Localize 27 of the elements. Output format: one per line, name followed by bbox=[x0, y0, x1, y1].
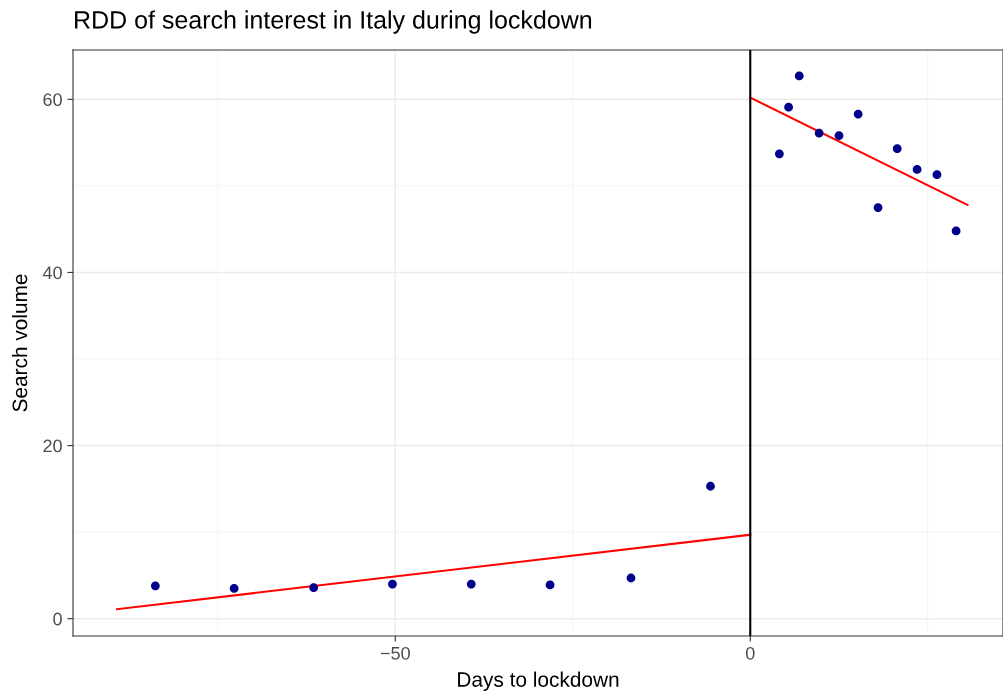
point bbox=[466, 579, 476, 589]
point bbox=[150, 581, 160, 591]
point bbox=[873, 203, 883, 212]
point bbox=[951, 226, 961, 236]
point bbox=[892, 144, 902, 154]
x-axis-title: Days to lockdown bbox=[458, 671, 619, 691]
point bbox=[834, 131, 844, 141]
point bbox=[853, 109, 863, 119]
chart-title: RDD of search interest in Italy during lockdown bbox=[75, 10, 592, 34]
y-tick-label: 20 bbox=[43, 439, 62, 453]
y-axis-title: Search volume bbox=[11, 274, 28, 412]
point bbox=[388, 579, 397, 589]
point bbox=[626, 573, 636, 583]
x-tick-label: −50 bbox=[380, 646, 410, 660]
y-tick-label: 60 bbox=[43, 93, 62, 107]
point bbox=[309, 583, 319, 592]
point bbox=[545, 580, 555, 590]
point bbox=[932, 170, 942, 180]
point bbox=[229, 584, 239, 593]
point bbox=[912, 165, 922, 174]
point bbox=[784, 102, 793, 112]
point bbox=[794, 71, 804, 81]
point bbox=[814, 128, 824, 138]
y-tick-label: 40 bbox=[42, 266, 62, 280]
point bbox=[774, 149, 784, 159]
y-tick-label: 0 bbox=[53, 612, 62, 626]
point bbox=[706, 481, 715, 491]
